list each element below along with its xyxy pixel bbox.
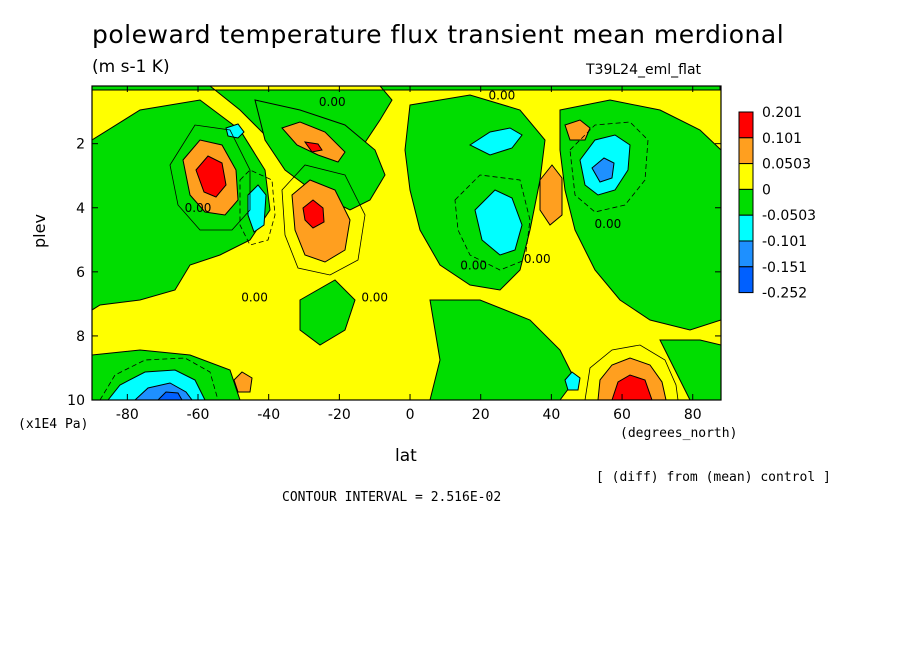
green-region-south [92, 86, 721, 171]
red-region-mid [302, 199, 325, 229]
contour-line-neg [99, 357, 219, 400]
x-tick-label: 80 [684, 407, 702, 423]
colorbar-label: -0.151 [762, 260, 807, 276]
diff-note: [ (diff) from (mean) control ] [596, 470, 831, 485]
x-tick-label: 40 [542, 407, 560, 423]
x-tick-label: 0 [406, 407, 415, 423]
run-label: T39L24_eml_flat [586, 62, 702, 78]
red-region-upper [303, 141, 323, 153]
colorbar-swatch [738, 137, 754, 165]
colorbar-swatch [738, 240, 754, 268]
cyan-region-mid [474, 189, 523, 256]
cyan-region-surface-45n [564, 371, 581, 391]
green-region-h [659, 339, 721, 400]
orange-region-north-mid [539, 164, 563, 226]
y-tick-label: 8 [76, 329, 85, 345]
colorbar-label: -0.0503 [762, 208, 816, 224]
colorbar-label: -0.252 [762, 286, 807, 302]
cyan-region-south-upper [225, 123, 245, 139]
contour-fill [92, 86, 721, 400]
colorbar: 0.201 0.101 0.0503 0 -0.0503 -0.101 -0.151 -0.2… [738, 105, 816, 302]
cyan-region-south [247, 184, 267, 233]
x-tick-label: 20 [472, 407, 490, 423]
x-tick-label: -20 [328, 407, 351, 423]
x-axis: -80 -60 -40 -20 0 20 40 60 80 [116, 86, 702, 423]
contour-label: 0.00 [241, 290, 268, 304]
colorbar-swatch [738, 266, 754, 294]
green-region-f [299, 279, 356, 346]
contour-labels: 0.00 0.00 0.00 0.00 0.00 0.00 0.00 0.00 [185, 89, 622, 305]
chart-title: poleward temperature flux transient mean… [92, 20, 785, 49]
contour-line-pos [584, 344, 679, 400]
orange-region-small [233, 371, 253, 393]
chart-units: (m s-1 K) [92, 57, 170, 77]
colorbar-label: 0.201 [762, 105, 802, 121]
colorbar-label: 0 [762, 182, 771, 198]
y-axis: 2 4 6 8 10 [67, 137, 721, 409]
x-tick-label: -80 [116, 407, 139, 423]
y-tick-label: 6 [76, 265, 85, 281]
contour-line-neg [454, 174, 531, 271]
colorbar-label: -0.101 [762, 234, 807, 250]
red-region-north-surface [611, 374, 653, 400]
contour-line-pos [169, 124, 251, 231]
orange-region-upper [281, 121, 346, 163]
contour-interval: CONTOUR INTERVAL = 2.516E-02 [282, 490, 502, 505]
plot-frame [91, 85, 722, 401]
colorbar-swatch [738, 188, 754, 216]
blue-region-north [591, 157, 615, 183]
cyan-region-upper [468, 127, 523, 156]
colorbar-swatch [738, 111, 754, 139]
y-tick-label: 2 [76, 137, 85, 153]
contour-label: 0.00 [361, 290, 388, 304]
contour-label: 0.00 [489, 89, 516, 103]
darkblue-region-south-surface [157, 391, 183, 400]
contour-label: 0.00 [185, 201, 212, 215]
orange-region-north-upper [564, 119, 591, 141]
colorbar-label: 0.0503 [762, 157, 811, 173]
contour-label: 0.00 [595, 217, 622, 231]
colorbar-label: 0.101 [762, 131, 802, 147]
contour-line-pos [281, 164, 366, 276]
colorbar-swatch [738, 163, 754, 190]
x-tick-label: -40 [257, 407, 280, 423]
x-tick-label: 60 [613, 407, 631, 423]
contour-label: 0.00 [460, 258, 487, 272]
x-axis-units: (degrees_north) [620, 426, 738, 441]
contour-line-neg [569, 121, 649, 213]
y-axis-units: (x1E4 Pa) [18, 417, 89, 432]
y-tick-label: 4 [76, 201, 85, 217]
plot-area: 0.00 0.00 0.00 0.00 0.00 0.00 0.00 0.00 [91, 85, 722, 401]
contour-label: 0.00 [524, 252, 551, 266]
y-axis-label: plev [30, 214, 49, 248]
y-tick-label: 10 [67, 393, 85, 409]
x-tick-label: -60 [187, 407, 210, 423]
contour-label: 0.00 [319, 95, 346, 109]
x-axis-label: lat [395, 446, 417, 466]
colorbar-swatch [738, 214, 754, 242]
red-region-south [195, 155, 227, 198]
contour-line-neg [239, 169, 276, 246]
